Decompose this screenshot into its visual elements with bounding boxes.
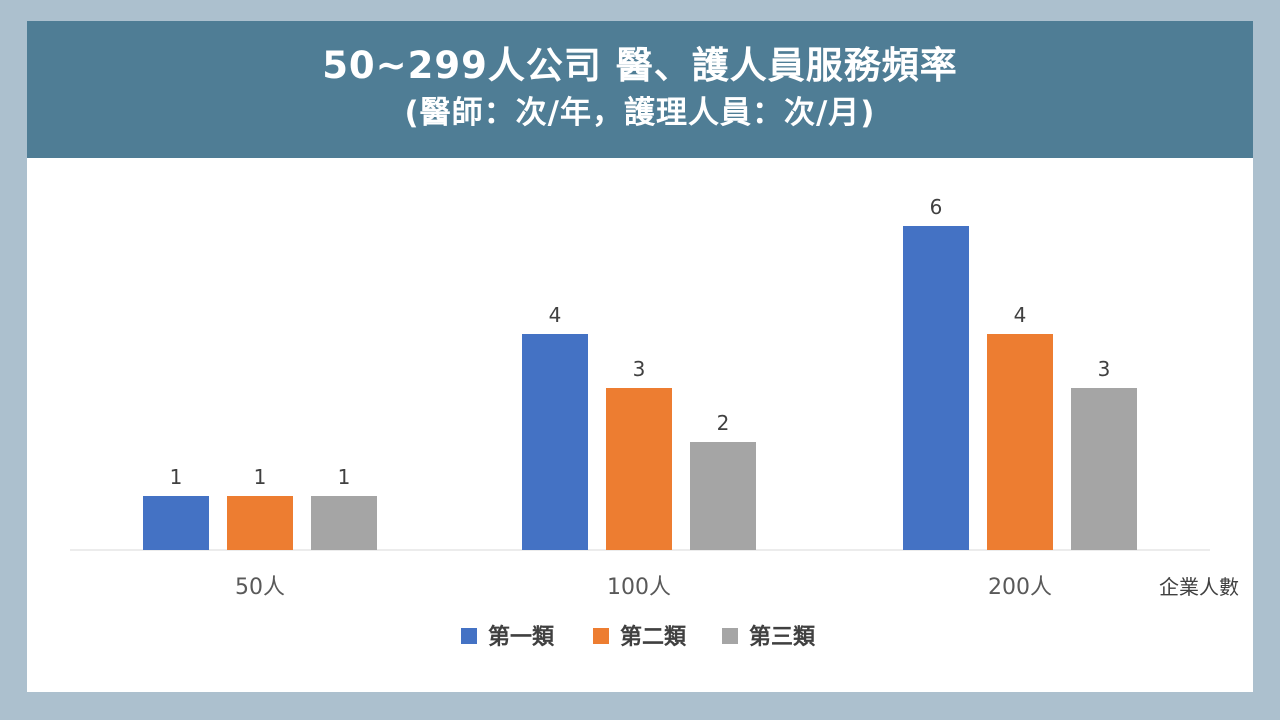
data-label: 1 xyxy=(338,465,351,489)
data-label: 6 xyxy=(930,195,943,219)
bar xyxy=(227,496,293,550)
data-label: 1 xyxy=(254,465,267,489)
bar xyxy=(606,388,672,550)
data-label: 4 xyxy=(549,303,562,327)
data-label: 3 xyxy=(633,357,646,381)
x-axis-title: 企業人數 xyxy=(1159,575,1239,599)
bar xyxy=(522,334,588,550)
x-tick-label: 50人 xyxy=(235,575,285,600)
data-label: 1 xyxy=(170,465,183,489)
bar xyxy=(903,226,969,550)
bar xyxy=(1071,388,1137,550)
chart-title: 50~299人公司 醫、護人員服務頻率 xyxy=(322,44,958,87)
chart-subtitle: (醫師：次/年，護理人員：次/月) xyxy=(404,95,876,131)
legend-label: 第三類 xyxy=(749,624,816,650)
bar xyxy=(143,496,209,550)
title-banner: 50~299人公司 醫、護人員服務頻率 (醫師：次/年，護理人員：次/月) xyxy=(27,21,1253,158)
slide-canvas: 50~299人公司 醫、護人員服務頻率 (醫師：次/年，護理人員：次/月) 1 4… xyxy=(27,21,1253,692)
legend-swatch xyxy=(593,628,609,644)
data-label: 3 xyxy=(1098,357,1111,381)
legend-swatch xyxy=(461,628,477,644)
x-tick-label: 100人 xyxy=(607,575,671,600)
x-tick-label: 200人 xyxy=(988,575,1052,600)
bar xyxy=(690,442,756,550)
legend-label: 第一類 xyxy=(488,624,555,650)
bar xyxy=(987,334,1053,550)
data-label: 2 xyxy=(717,411,730,435)
legend-swatch xyxy=(722,628,738,644)
data-label: 4 xyxy=(1014,303,1027,327)
bar xyxy=(311,496,377,550)
legend-label: 第二類 xyxy=(620,624,687,650)
